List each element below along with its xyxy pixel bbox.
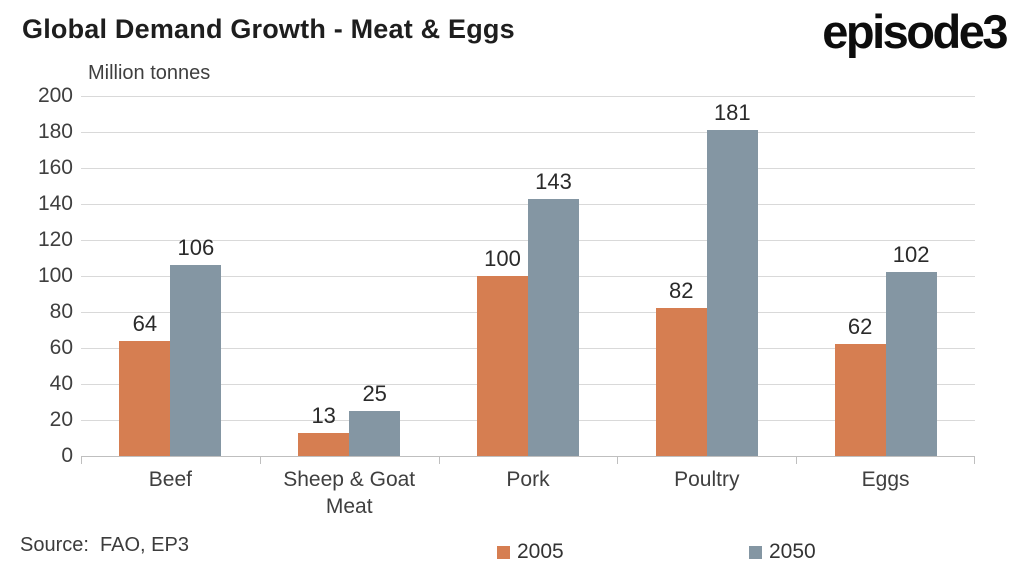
y-tick-label: 140 <box>37 192 73 215</box>
source-note: Source: FAO, EP3 <box>20 534 189 556</box>
gridline <box>81 131 975 133</box>
category-label: Poultry <box>674 468 740 491</box>
episode3-logo: episode3 <box>822 5 1008 58</box>
y-tick-label: 180 <box>37 120 73 143</box>
y-tick-label: 20 <box>49 408 73 431</box>
bar-value-label: 82 <box>669 278 694 304</box>
bar-value-label: 143 <box>535 168 572 194</box>
bar-2050-beef <box>170 265 222 456</box>
plot-area: 64 106 13 25 100 143 82 181 62 102 <box>81 95 975 464</box>
category-label: Pork <box>506 468 550 491</box>
bar-2050-eggs <box>885 272 937 456</box>
gridline <box>81 95 975 97</box>
y-tick-label: 40 <box>49 372 73 395</box>
category-label: Eggs <box>861 468 910 491</box>
bar-value-label: 181 <box>713 100 751 126</box>
legend: 2005 2050 <box>0 540 1024 564</box>
category-label: Beef <box>148 468 192 491</box>
bar-value-label: 106 <box>177 235 215 261</box>
y-tick-label: 160 <box>37 156 73 179</box>
legend-label-2005: 2005 <box>517 540 564 563</box>
x-axis-tick <box>81 456 82 464</box>
x-axis-tick <box>438 456 440 464</box>
legend-swatch-2005 <box>497 545 510 559</box>
x-axis-tick <box>617 456 619 464</box>
y-tick-label: 80 <box>49 300 73 323</box>
bar-2005-beef <box>119 340 171 456</box>
bar-2050-sheep-goat-meat <box>349 411 401 456</box>
x-axis-tick <box>974 456 975 464</box>
bar-value-label: 13 <box>311 402 336 428</box>
y-tick-label: 200 <box>37 84 73 107</box>
gridline <box>81 167 975 169</box>
bar-2005-eggs <box>834 344 886 456</box>
y-tick-label: 60 <box>49 336 73 359</box>
bar-2005-pork <box>477 276 528 456</box>
legend-label-2050: 2050 <box>769 540 816 563</box>
legend-swatch-2050 <box>749 545 762 559</box>
bar-value-label: 102 <box>892 242 930 268</box>
bar-2050-pork <box>528 198 579 456</box>
bar-value-label: 100 <box>484 246 521 271</box>
bar-value-label: 25 <box>362 381 387 406</box>
bar-value-label: 62 <box>847 314 873 340</box>
bar-value-label: 64 <box>132 310 158 336</box>
x-axis-tick <box>796 456 798 464</box>
bar-2005-poultry <box>655 308 707 456</box>
legend-item-2050: 2050 <box>749 540 816 564</box>
y-tick-label: 100 <box>37 264 73 287</box>
x-axis-line <box>81 456 975 457</box>
y-tick-label: 120 <box>37 228 73 251</box>
bar-2050-poultry <box>706 130 758 456</box>
chart-title: Global Demand Growth - Meat & Eggs <box>22 14 515 44</box>
category-label: Sheep & Goat Meat <box>283 468 416 519</box>
x-axis-tick <box>259 456 261 464</box>
y-tick-label: 0 <box>61 444 73 467</box>
bar-2005-sheep-goat-meat <box>298 432 350 456</box>
y-axis-title: Million tonnes <box>88 62 211 84</box>
legend-item-2005: 2005 <box>497 540 564 564</box>
